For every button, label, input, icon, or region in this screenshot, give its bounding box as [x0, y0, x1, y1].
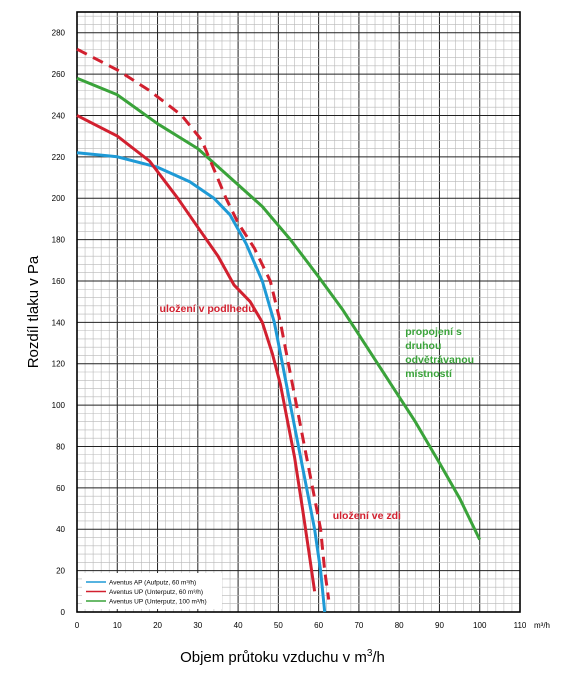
y-tick-label: 200 — [52, 194, 66, 203]
x-axis-label-main: Objem průtoku vzduchu v m — [180, 649, 367, 666]
series-1 — [76, 114, 317, 592]
annotation-room-connection: propojení s druhou odvětrávanou místnost… — [405, 326, 477, 380]
y-tick-label: 260 — [52, 70, 66, 79]
series-line — [76, 151, 327, 613]
y-tick-label: 240 — [52, 111, 66, 120]
x-tick-label: 30 — [193, 621, 202, 630]
y-tick-label: 280 — [52, 29, 66, 38]
y-tick-label: 160 — [52, 277, 66, 286]
annotation-wall-install: uložení ve zdi — [333, 510, 401, 522]
x-axis-label-sup: 3 — [367, 648, 373, 659]
x-tick-label: 0 — [75, 621, 80, 630]
y-tick-label: 140 — [52, 318, 66, 327]
legend-label: Aventus AP (Aufputz, 60 m³/h) — [109, 579, 196, 586]
series-2 — [76, 76, 482, 541]
x-tick-label: 60 — [314, 621, 323, 630]
x-tick-label: 50 — [274, 621, 283, 630]
series-line — [76, 114, 317, 592]
y-tick-label: 100 — [52, 401, 66, 410]
y-tick-label: 60 — [56, 484, 65, 493]
series-layer — [76, 47, 482, 613]
annotation-room-connection-line: druhou — [405, 340, 441, 352]
annotation-ceiling-install: uložení v podlhedu — [160, 303, 255, 315]
y-tick-label: 0 — [61, 608, 66, 617]
y-tick-label: 40 — [56, 525, 65, 534]
series-0 — [76, 151, 327, 613]
legend-label: Aventus UP (Unterputz, 60 m³/h) — [109, 589, 203, 596]
x-tick-label: 90 — [435, 621, 444, 630]
series-line — [76, 47, 331, 600]
x-tick-label: 80 — [395, 621, 404, 630]
x-axis-label: Objem průtoku vzduchu v m3/h — [180, 648, 385, 666]
annotation-room-connection-line: odvětrávanou — [405, 354, 474, 366]
legend-label: Aventus UP (Unterputz, 100 m³/h) — [109, 598, 207, 605]
grid — [76, 12, 521, 613]
y-axis-label: Rozdíl tlaku v Pa — [25, 255, 42, 368]
x-tick-label: 70 — [354, 621, 363, 630]
y-tick-label: 120 — [52, 360, 66, 369]
x-tick-label: 10 — [113, 621, 122, 630]
x-tick-labels: 0 10 20 30 40 50 60 70 80 90 100 110 m³/h — [75, 621, 550, 630]
x-tick-label: 110 — [514, 621, 527, 630]
legend: Aventus AP (Aufputz, 60 m³/h) Aventus UP … — [82, 573, 222, 609]
y-tick-label: 80 — [56, 442, 65, 451]
x-tick-label: 100 — [473, 621, 487, 630]
y-tick-labels: 0 20 40 60 80 100 120 140 160 180 200 220 240 260 280 — [52, 29, 66, 617]
x-unit-label: m³/h — [534, 621, 550, 630]
y-tick-label: 20 — [56, 567, 65, 576]
annotation-room-connection-line: místností — [405, 368, 453, 380]
series-line — [76, 76, 482, 541]
x-tick-label: 40 — [234, 621, 243, 630]
annotation-room-connection-line: propojení s — [405, 326, 462, 338]
series-3 — [76, 47, 331, 600]
y-tick-label: 180 — [52, 236, 66, 245]
x-axis-label-tail: /h — [372, 649, 385, 666]
y-tick-label: 220 — [52, 153, 66, 162]
x-tick-label: 20 — [153, 621, 162, 630]
plot-frame — [76, 11, 521, 613]
